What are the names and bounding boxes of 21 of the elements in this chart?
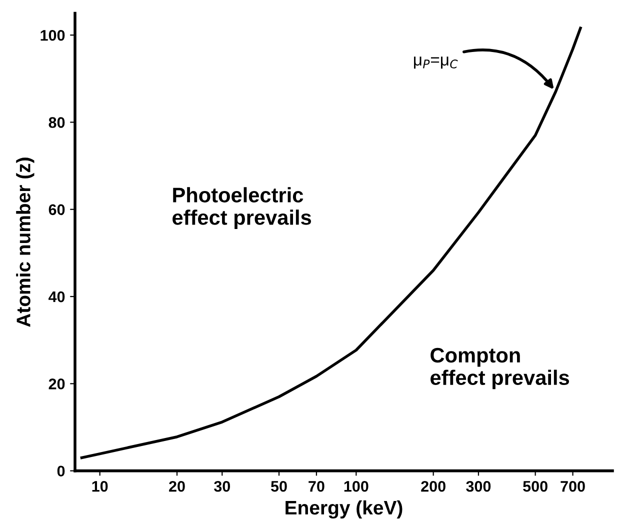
x-tick-label: 10 (92, 480, 108, 492)
annotation: Compton effect prevails (430, 348, 570, 390)
annotation: μ$_{P}$=μ$_{C}$ (414, 56, 458, 69)
x-tick-label: 70 (308, 480, 324, 492)
y-tick-label: 100 (40, 30, 65, 41)
y-tick-label: 20 (48, 378, 65, 390)
x-tick-label: 500 (523, 480, 548, 492)
x-tick-label: 30 (214, 480, 230, 492)
x-tick-label: 50 (270, 480, 287, 492)
y-axis-title: Atomic number (z) (16, 158, 34, 327)
y-tick-label: 0 (57, 466, 65, 477)
x-tick-label: 200 (421, 480, 446, 492)
y-tick-label: 60 (48, 204, 65, 216)
x-axis-title: Energy (keV) (286, 500, 402, 519)
annotation: Photoelectric effect prevails (172, 187, 312, 230)
x-tick-label: 300 (466, 480, 491, 492)
x-tick-label: 700 (560, 480, 585, 492)
x-tick-label: 20 (169, 480, 185, 492)
y-tick-label: 80 (48, 117, 65, 128)
x-tick-label: 100 (344, 480, 368, 492)
y-tick-label: 40 (48, 291, 65, 302)
